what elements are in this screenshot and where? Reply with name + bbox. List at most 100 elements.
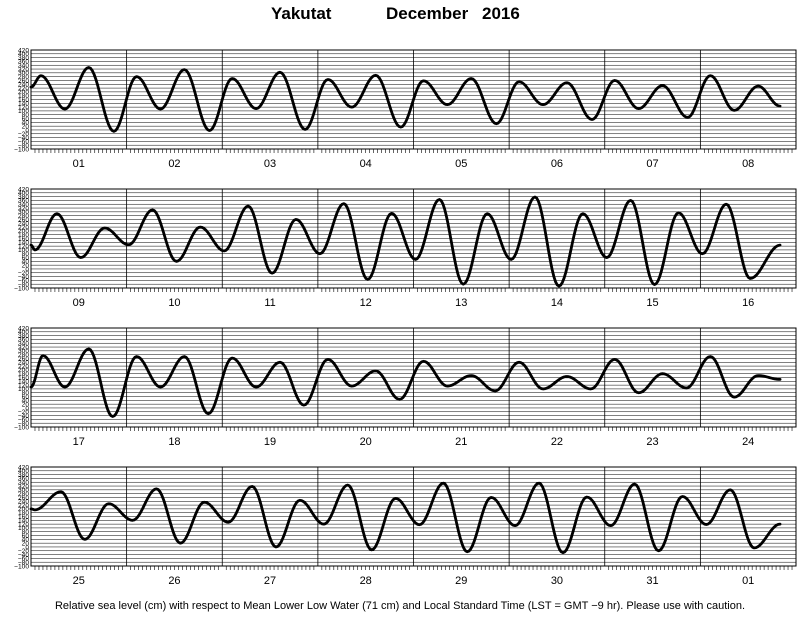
y-tick-label: −80 (18, 281, 30, 288)
y-tick-label: 120 (18, 382, 29, 389)
y-tick-label: 20 (22, 540, 30, 547)
y-tick-label: 420 (18, 47, 29, 54)
tide-curve (29, 481, 782, 555)
chart-title: Yakutat December 2016 (0, 4, 800, 26)
y-tick-label: 0 (25, 127, 29, 134)
y-tick-label: 80 (22, 529, 30, 536)
y-tick-label: 140 (18, 518, 29, 525)
y-tick-label: 80 (22, 112, 30, 119)
y-tick-label: 280 (18, 352, 29, 359)
y-tick-label: 360 (18, 476, 29, 483)
panel-3: −100−80−60−40−20020406080100120140160180… (14, 325, 797, 448)
y-tick-label: 120 (18, 104, 29, 111)
y-tick-label: 260 (18, 495, 29, 502)
y-tick-label: 260 (18, 78, 29, 85)
day-label: 12 (360, 297, 372, 309)
y-tick-label: 40 (22, 120, 30, 127)
y-tick-label: 120 (18, 521, 29, 528)
y-tick-label: 160 (18, 514, 29, 521)
y-tick-label: 60 (22, 533, 30, 540)
tide-curve (29, 66, 782, 133)
y-tick-label: 260 (18, 356, 29, 363)
panel-1: −100−80−60−40−20020406080100120140160180… (14, 47, 797, 170)
y-tick-label: 380 (18, 472, 29, 479)
y-tick-label: 400 (18, 468, 29, 475)
y-tick-label: 340 (18, 202, 29, 209)
y-tick-label: 280 (18, 213, 29, 220)
y-tick-label: 20 (22, 262, 30, 269)
y-tick-label: 60 (22, 116, 30, 123)
y-tick-label: 180 (18, 371, 29, 378)
y-tick-label: −80 (18, 559, 30, 566)
y-tick-label: 300 (18, 70, 29, 77)
y-tick-label: −60 (18, 139, 30, 146)
y-tick-label: −60 (18, 417, 30, 424)
y-tick-label: 0 (25, 266, 29, 273)
y-tick-label: 20 (22, 123, 30, 130)
y-tick-label: 400 (18, 190, 29, 197)
y-tick-label: 180 (18, 510, 29, 517)
y-tick-label: 240 (18, 221, 29, 228)
day-label: 30 (551, 575, 563, 587)
y-tick-label: 40 (22, 259, 30, 266)
tide-curve (29, 347, 782, 418)
day-label: 06 (551, 158, 563, 170)
y-tick-label: −20 (18, 270, 30, 277)
y-tick-label: 180 (18, 232, 29, 239)
y-tick-label: 240 (18, 499, 29, 506)
day-label: 09 (73, 297, 85, 309)
y-tick-label: −100 (14, 146, 29, 153)
y-tick-label: −40 (18, 135, 30, 142)
y-tick-label: −100 (14, 563, 29, 570)
y-tick-label: 160 (18, 375, 29, 382)
y-tick-label: 340 (18, 480, 29, 487)
y-tick-label: 0 (25, 544, 29, 551)
y-tick-label: −100 (14, 424, 29, 431)
day-label: 25 (73, 575, 85, 587)
y-tick-label: −40 (18, 274, 30, 281)
y-tick-label: 40 (22, 398, 30, 405)
y-tick-label: 60 (22, 394, 30, 401)
y-tick-label: 100 (18, 525, 29, 532)
panel-2: −100−80−60−40−20020406080100120140160180… (14, 186, 797, 309)
day-label: 08 (742, 158, 754, 170)
y-tick-label: 180 (18, 93, 29, 100)
y-tick-label: 220 (18, 502, 29, 509)
day-label: 21 (455, 436, 467, 448)
day-label: 20 (360, 436, 372, 448)
y-tick-label: −40 (18, 552, 30, 559)
y-tick-label: 140 (18, 101, 29, 108)
y-tick-label: 60 (22, 255, 30, 262)
y-tick-label: −20 (18, 548, 30, 555)
title-month: December (386, 4, 469, 23)
y-tick-label: −40 (18, 413, 30, 420)
day-label: 26 (168, 575, 180, 587)
y-tick-label: 20 (22, 401, 30, 408)
panel-frame (30, 188, 797, 289)
y-tick-label: 80 (22, 251, 30, 258)
y-tick-label: 380 (18, 55, 29, 62)
panel-frame (30, 49, 797, 150)
y-tick-label: −60 (18, 556, 30, 563)
y-tick-label: 260 (18, 217, 29, 224)
y-tick-label: 360 (18, 198, 29, 205)
y-tick-label: −20 (18, 131, 30, 138)
day-label: 05 (455, 158, 467, 170)
day-label: 18 (168, 436, 180, 448)
tide-curve (29, 195, 782, 288)
y-tick-label: 340 (18, 63, 29, 70)
y-tick-label: 400 (18, 51, 29, 58)
day-label: 13 (455, 297, 467, 309)
day-label: 23 (646, 436, 658, 448)
y-tick-label: 300 (18, 487, 29, 494)
panel-4: −100−80−60−40−20020406080100120140160180… (14, 464, 797, 587)
y-tick-label: 220 (18, 363, 29, 370)
y-tick-label: 320 (18, 344, 29, 351)
station-name: Yakutat (271, 4, 332, 23)
y-tick-label: 300 (18, 209, 29, 216)
y-tick-label: 280 (18, 491, 29, 498)
y-tick-label: −80 (18, 420, 30, 427)
day-label: 17 (73, 436, 85, 448)
day-label: 11 (264, 297, 275, 309)
